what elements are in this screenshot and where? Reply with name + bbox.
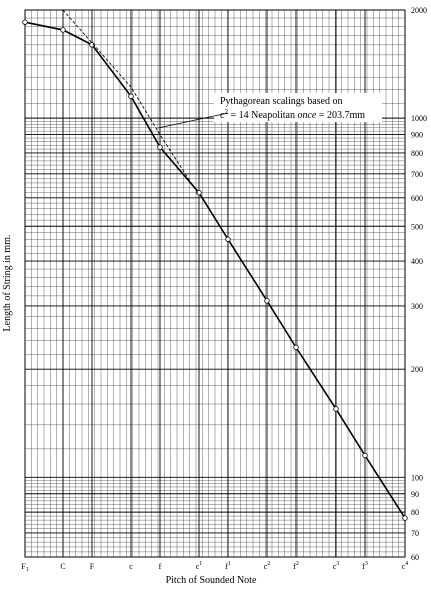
data-point [157,144,163,150]
annotation-line2: c2 = 14 Neapolitan once = 203.7mm [220,108,365,121]
data-point [60,27,66,33]
x-tick-label: f3 [362,561,368,571]
y-tick-label: 800 [411,149,423,158]
y-tick-label: 300 [411,302,423,311]
data-point [293,344,299,351]
data-point [333,406,339,412]
x-tick-label: f [159,562,162,571]
y-tick-label: 500 [411,222,423,231]
x-tick-label: c3 [333,561,340,571]
plot-border [24,9,406,558]
annotation-box [214,93,382,122]
x-tick-label: c2 [264,561,271,571]
y-tick-label: 100 [411,473,423,482]
data-point [362,452,368,459]
y-tick-label: 90 [411,490,419,499]
y-axis-ticks: 60 70 80 90 100 200 300 400 500 600 700 800 900 1000 2… [411,6,427,562]
series-line-dashed [62,9,200,196]
y-axis-title: Length of String in mm. [2,235,13,332]
data-point [22,19,28,25]
series-line-solid [24,21,406,519]
annotation-leader [157,112,229,129]
x-tick-label: C [60,562,65,571]
data-point [225,236,231,242]
annotation-line1: Pythagorean scalings based on [220,96,342,107]
y-tick-label: 80 [411,508,419,517]
y-tick-label: 900 [411,131,423,140]
data-point [128,93,134,100]
series-group [22,9,408,521]
y-tick-label: 70 [411,529,419,538]
x-axis-title: Pitch of Sounded Note [166,575,257,586]
y-tick-label: 60 [411,553,419,562]
data-point [402,515,408,521]
x-tick-label: f1 [225,561,231,571]
x-tick-label: f2 [293,561,299,571]
y-tick-label: 700 [411,170,423,179]
y-tick-label: 600 [411,194,423,203]
annotation: Pythagorean scalings based on c2 = 14 Ne… [157,93,382,129]
x-tick-label: c4 [402,561,409,571]
y-tick-label: 1000 [411,114,427,123]
plot-frame [24,9,406,558]
y-tick-label: 2000 [411,6,427,15]
x-tick-label: F1 [21,562,28,573]
y-tick-label: 200 [411,365,423,374]
x-tick-label: c [129,562,133,571]
grid [24,9,406,558]
x-tick-label: F [90,562,95,571]
data-point [264,298,270,304]
x-tick-label: c1 [196,561,203,571]
y-tick-label: 400 [411,257,423,266]
